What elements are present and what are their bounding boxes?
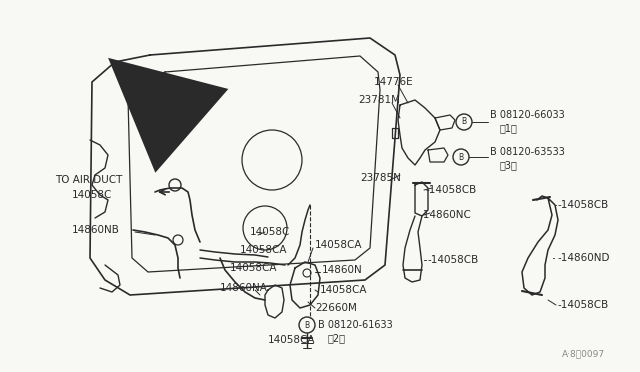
Text: B 08120-61633: B 08120-61633: [318, 320, 393, 330]
Text: FRONT: FRONT: [148, 92, 186, 102]
Text: 14058CA: 14058CA: [230, 263, 278, 273]
Text: 14058CA: 14058CA: [315, 240, 362, 250]
Text: -14860NC: -14860NC: [420, 210, 472, 220]
Text: 14058C: 14058C: [72, 190, 113, 200]
Text: 22660M: 22660M: [315, 303, 357, 313]
Text: B 08120-63533: B 08120-63533: [490, 147, 565, 157]
Text: TO AIR DUCT: TO AIR DUCT: [55, 175, 122, 185]
Text: A·8：0097: A·8：0097: [562, 349, 605, 358]
Text: B: B: [305, 321, 310, 330]
Text: 14776E: 14776E: [374, 77, 413, 87]
Text: -14860ND: -14860ND: [558, 253, 611, 263]
Text: 14860NA: 14860NA: [220, 283, 268, 293]
Text: 23781M: 23781M: [358, 95, 400, 105]
Text: B: B: [458, 153, 463, 161]
Text: -14058CB: -14058CB: [425, 185, 476, 195]
Text: 14860N: 14860N: [322, 265, 363, 275]
Text: 14058CA: 14058CA: [268, 335, 316, 345]
Text: 14058C: 14058C: [250, 227, 291, 237]
Text: B: B: [461, 118, 467, 126]
Text: 23785N: 23785N: [360, 173, 401, 183]
Text: -14058CB: -14058CB: [428, 255, 479, 265]
Text: （3）: （3）: [500, 160, 518, 170]
Text: 14860NB: 14860NB: [72, 225, 120, 235]
Text: （2）: （2）: [328, 333, 346, 343]
Text: 14058CA: 14058CA: [320, 285, 367, 295]
Text: -14058CB: -14058CB: [558, 200, 609, 210]
Text: 14058CA: 14058CA: [240, 245, 287, 255]
Text: （1）: （1）: [500, 123, 518, 133]
Text: B 08120-66033: B 08120-66033: [490, 110, 564, 120]
Text: -14058CB: -14058CB: [558, 300, 609, 310]
